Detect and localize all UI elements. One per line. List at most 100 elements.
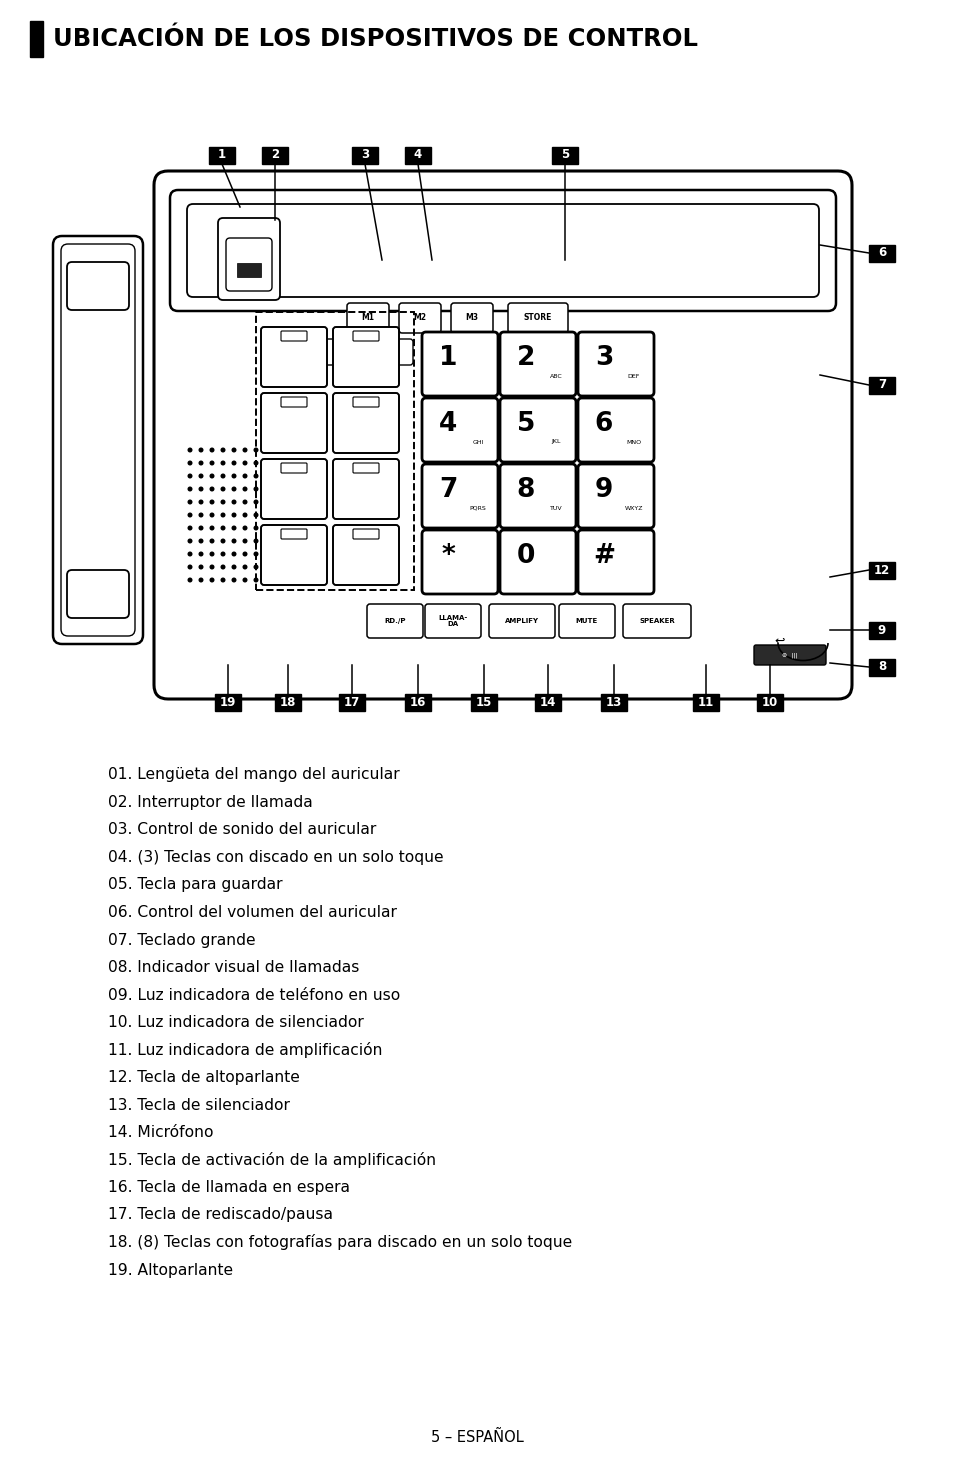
Circle shape (265, 513, 269, 516)
Text: RD./P: RD./P (384, 618, 405, 624)
Circle shape (287, 540, 291, 543)
FancyBboxPatch shape (489, 603, 555, 639)
Text: MNO: MNO (626, 440, 640, 444)
FancyBboxPatch shape (469, 339, 562, 364)
Text: 13. Tecla de silenciador: 13. Tecla de silenciador (108, 1097, 290, 1112)
FancyBboxPatch shape (353, 330, 378, 341)
Circle shape (188, 500, 192, 504)
Text: 2: 2 (271, 149, 279, 161)
Text: 09. Luz indicadora de teléfono en uso: 09. Luz indicadora de teléfono en uso (108, 987, 400, 1003)
Text: 2: 2 (517, 345, 535, 372)
Circle shape (243, 473, 247, 478)
Circle shape (199, 552, 203, 556)
Text: 7: 7 (438, 476, 456, 503)
FancyBboxPatch shape (578, 530, 654, 594)
Bar (868, 621, 894, 639)
Circle shape (243, 552, 247, 556)
Circle shape (309, 578, 313, 581)
Circle shape (298, 540, 301, 543)
FancyBboxPatch shape (421, 465, 497, 528)
Circle shape (232, 527, 235, 530)
Bar (274, 693, 301, 711)
Circle shape (287, 500, 291, 504)
Circle shape (243, 513, 247, 516)
Text: 15. Tecla de activación de la amplificación: 15. Tecla de activación de la amplificac… (108, 1152, 436, 1168)
Circle shape (265, 448, 269, 451)
Circle shape (253, 487, 257, 491)
Circle shape (221, 565, 225, 569)
FancyBboxPatch shape (499, 332, 576, 395)
Bar (535, 693, 560, 711)
Circle shape (253, 552, 257, 556)
Bar (757, 693, 782, 711)
Circle shape (276, 540, 279, 543)
Bar (338, 693, 365, 711)
FancyBboxPatch shape (578, 332, 654, 395)
Circle shape (276, 552, 279, 556)
FancyBboxPatch shape (343, 342, 367, 361)
FancyBboxPatch shape (61, 243, 135, 636)
Circle shape (265, 552, 269, 556)
FancyBboxPatch shape (398, 302, 440, 333)
Circle shape (276, 527, 279, 530)
Text: VOL: VOL (567, 350, 580, 354)
Text: 02. Interruptor de llamada: 02. Interruptor de llamada (108, 795, 313, 810)
Text: 9: 9 (594, 476, 613, 503)
Text: 08. Indicador visual de llamadas: 08. Indicador visual de llamadas (108, 960, 359, 975)
FancyBboxPatch shape (281, 530, 307, 538)
Circle shape (221, 578, 225, 581)
Circle shape (276, 448, 279, 451)
Circle shape (199, 578, 203, 581)
Text: 05. Tecla para guardar: 05. Tecla para guardar (108, 878, 282, 892)
Circle shape (243, 487, 247, 491)
Circle shape (320, 513, 323, 516)
Text: MUTE: MUTE (576, 618, 598, 624)
Text: 17: 17 (343, 696, 359, 708)
FancyBboxPatch shape (261, 392, 327, 453)
Text: 18: 18 (279, 696, 295, 708)
Circle shape (210, 540, 213, 543)
Circle shape (188, 540, 192, 543)
Circle shape (221, 540, 225, 543)
FancyBboxPatch shape (218, 218, 280, 299)
Text: 1: 1 (438, 345, 456, 372)
Text: LLAMA-
DA: LLAMA- DA (438, 615, 467, 627)
Circle shape (287, 578, 291, 581)
Text: 16: 16 (410, 696, 426, 708)
FancyBboxPatch shape (347, 302, 389, 333)
Circle shape (309, 448, 313, 451)
FancyBboxPatch shape (558, 603, 615, 639)
Bar (262, 146, 288, 164)
FancyBboxPatch shape (281, 330, 307, 341)
Text: 19. Altoparlante: 19. Altoparlante (108, 1263, 233, 1277)
FancyBboxPatch shape (67, 263, 129, 310)
Circle shape (199, 565, 203, 569)
Circle shape (243, 565, 247, 569)
Text: 5: 5 (560, 149, 569, 161)
Circle shape (253, 540, 257, 543)
Circle shape (309, 462, 313, 465)
FancyBboxPatch shape (333, 459, 398, 519)
Text: AMPLIFY: AMPLIFY (504, 618, 538, 624)
Circle shape (199, 473, 203, 478)
Text: 03. Control de sonido del auricular: 03. Control de sonido del auricular (108, 823, 375, 838)
FancyBboxPatch shape (153, 171, 851, 699)
Text: 16. Tecla de llamada en espera: 16. Tecla de llamada en espera (108, 1180, 350, 1195)
Text: 6: 6 (594, 412, 613, 437)
Bar (236, 263, 261, 277)
FancyBboxPatch shape (499, 530, 576, 594)
Circle shape (210, 552, 213, 556)
Bar (552, 146, 578, 164)
Bar (30, 21, 43, 58)
Bar (405, 693, 431, 711)
Circle shape (221, 448, 225, 451)
FancyBboxPatch shape (367, 603, 422, 639)
Text: TONE: TONE (298, 350, 315, 354)
Circle shape (199, 462, 203, 465)
Circle shape (309, 500, 313, 504)
Circle shape (253, 500, 257, 504)
Circle shape (276, 578, 279, 581)
Text: JKL: JKL (551, 440, 560, 444)
Text: 01. Lengüeta del mango del auricular: 01. Lengüeta del mango del auricular (108, 767, 399, 783)
Circle shape (210, 527, 213, 530)
